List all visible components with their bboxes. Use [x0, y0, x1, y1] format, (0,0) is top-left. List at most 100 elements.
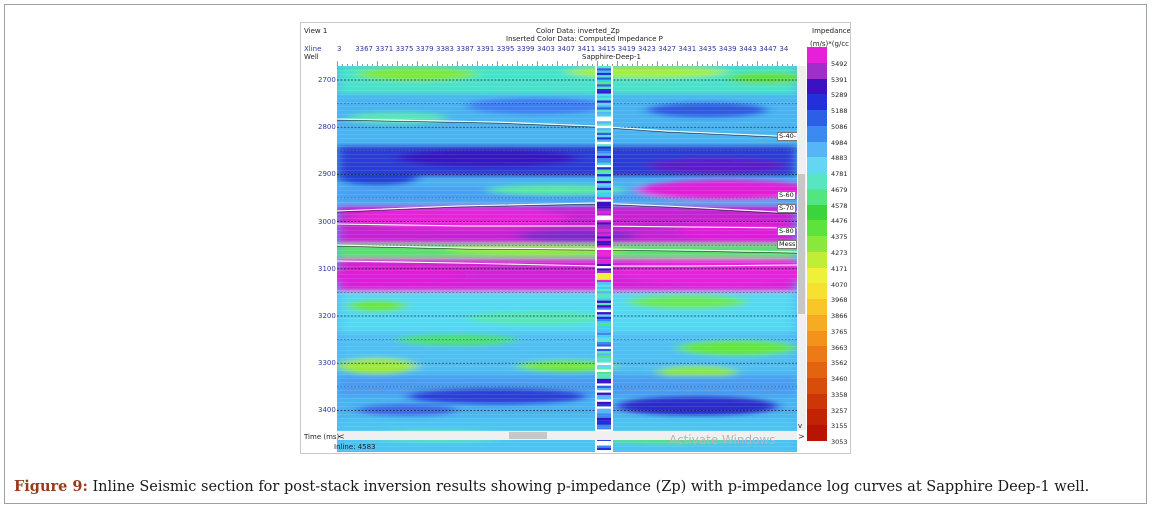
log-sample [597, 93, 611, 96]
horizon-label-mess: Mess [777, 240, 798, 249]
colorbar-label: 3053 [831, 438, 848, 447]
log-sample [597, 447, 611, 451]
log-sample [597, 178, 611, 182]
log-sample [597, 77, 611, 80]
colorbar-swatch [807, 173, 827, 190]
log-sample [597, 224, 611, 228]
log-sample [597, 256, 611, 260]
log-sample [597, 321, 611, 324]
xline-tick-label: 3379 [415, 45, 434, 53]
log-sample [597, 252, 611, 255]
log-sample [597, 284, 611, 287]
horizon-line-s60-shadow [337, 203, 797, 214]
log-sample [597, 390, 611, 393]
colorbar-swatch [807, 283, 827, 300]
horizontal-scrollbar[interactable] [337, 431, 797, 440]
log-sample [597, 296, 611, 299]
time-axis-label: Time (ms) [304, 433, 340, 441]
log-sample [597, 392, 611, 395]
colorbar-swatch [807, 188, 827, 206]
colorbar-swatch [807, 251, 827, 269]
log-sample [597, 100, 611, 103]
time-tick-label: 3000 [318, 217, 336, 226]
colorbar-swatch [807, 346, 827, 363]
log-sample [597, 353, 611, 356]
log-sample [597, 300, 611, 303]
log-sample [597, 114, 611, 117]
log-sample [597, 240, 611, 244]
colorbar-swatch [807, 78, 827, 95]
log-sample [597, 355, 611, 359]
log-sample [597, 206, 611, 209]
log-sample [597, 70, 611, 73]
log-sample [597, 302, 611, 306]
colorbar-title: Impedance [812, 27, 851, 35]
colorbar-label: 4883 [831, 154, 848, 163]
log-sample [597, 374, 611, 377]
xline-tick-label: 3435 [698, 45, 717, 53]
colorbar-swatch [807, 125, 827, 143]
colorbar-label: 3663 [831, 343, 848, 352]
log-sample [597, 164, 611, 168]
log-sample [597, 282, 611, 285]
log-sample [597, 365, 611, 368]
log-sample [597, 183, 611, 186]
activate-windows-watermark: Activate Windows [669, 433, 776, 447]
scroll-left-arrow[interactable]: < [338, 432, 345, 441]
log-sample [597, 204, 611, 207]
colorbar-swatch [807, 299, 827, 316]
log-sample [597, 348, 611, 352]
log-sample [597, 388, 611, 391]
log-sample [597, 330, 611, 333]
log-sample [597, 141, 611, 145]
log-sample [597, 378, 611, 382]
log-sample [597, 153, 611, 156]
log-sample [597, 399, 611, 402]
time-tick-label: 3200 [318, 312, 336, 320]
log-sample [597, 79, 611, 83]
log-sample [597, 135, 611, 138]
colorbar-swatch [807, 110, 827, 127]
log-sample [597, 118, 611, 122]
log-sample [597, 84, 611, 87]
log-sample [597, 415, 611, 418]
scroll-down-arrow[interactable]: v [798, 422, 803, 430]
xline-label: Xline [304, 45, 322, 53]
log-sample [597, 263, 611, 267]
log-sample [597, 128, 611, 131]
log-sample [597, 116, 611, 119]
horizontal-scroll-thumb[interactable] [509, 432, 547, 439]
colorbar-swatch [807, 204, 827, 221]
log-sample [597, 371, 611, 375]
log-sample [597, 406, 611, 409]
log-sample [597, 229, 611, 232]
log-sample [597, 125, 611, 129]
colorbar-swatch [807, 425, 827, 442]
colorbar-label: 5492 [831, 59, 848, 68]
log-sample [597, 66, 611, 69]
log-sample [597, 132, 611, 136]
log-sample [597, 360, 611, 363]
log-sample [597, 275, 611, 278]
log-sample [597, 197, 611, 200]
vertical-scrollbar[interactable] [797, 66, 806, 430]
log-sample [597, 312, 611, 315]
colorbar-label: 4679 [831, 185, 848, 194]
colorbar-label: 4171 [831, 264, 848, 273]
log-sample [597, 268, 611, 271]
log-sample [597, 369, 611, 372]
horizon-label-s40: S-40- [777, 132, 799, 141]
seismic-section-plot[interactable] [337, 66, 797, 452]
vertical-scroll-thumb[interactable] [798, 174, 805, 314]
log-sample [597, 339, 611, 343]
log-sample [597, 376, 611, 379]
scroll-right-arrow[interactable]: > [798, 432, 805, 441]
inline-label: Inline: 4583 [334, 443, 376, 451]
xline-tick-label: 3415 [597, 45, 616, 53]
log-sample [597, 82, 611, 85]
log-sample [597, 151, 611, 154]
log-sample [597, 148, 611, 152]
colorbar-label: 5188 [831, 107, 848, 116]
time-tick-label: 3400 [318, 406, 336, 415]
xline-tick-label: 3423 [638, 45, 656, 53]
